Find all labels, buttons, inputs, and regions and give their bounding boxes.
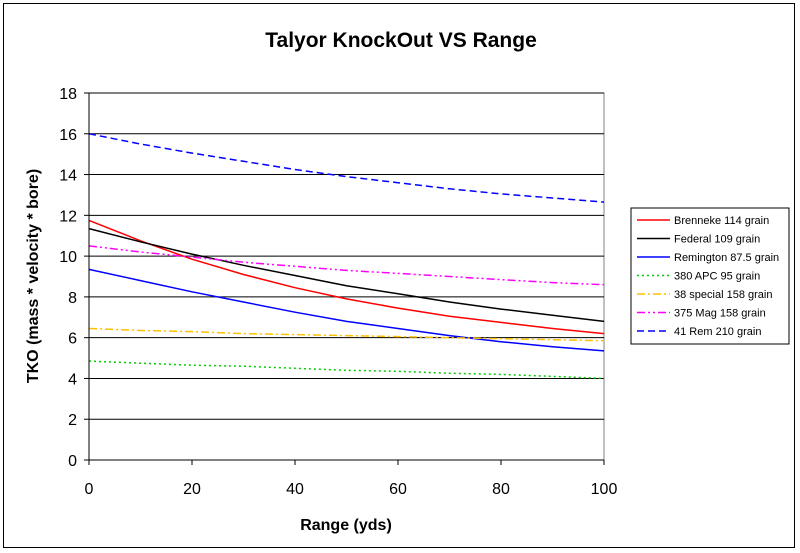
y-tick-label: 2 [68, 412, 77, 429]
series-line-7 [88, 133, 605, 203]
y-tick-label: 10 [59, 249, 77, 266]
y-tick-label: 0 [68, 453, 77, 470]
x-tick-label: 100 [591, 481, 618, 498]
x-axis-label: Range (yds) [300, 517, 392, 534]
series-line-4 [88, 360, 605, 380]
legend: Brenneke 114 grain Federal 109 grain Remin… [630, 207, 790, 345]
x-tick-label: 20 [183, 481, 201, 498]
plot-area [88, 92, 605, 461]
x-axis-ticks: 0 20 40 60 80 100 [85, 460, 618, 498]
y-tick-label: 18 [59, 86, 77, 103]
series-line-1 [88, 219, 605, 335]
y-tick-label: 12 [59, 208, 77, 225]
legend-entry: Brenneke 114 grain [674, 215, 769, 227]
y-tick-label: 8 [68, 290, 77, 307]
chart-title: Talyor KnockOut VS Range [265, 29, 537, 52]
legend-entry: 380 APC 95 grain [674, 271, 760, 283]
y-tick-label: 6 [68, 331, 77, 348]
legend-entry: Federal 109 grain [674, 234, 760, 246]
y-tick-label: 4 [68, 371, 77, 388]
series-lines [88, 133, 605, 380]
y-tick-label: 16 [59, 127, 77, 144]
x-tick-label: 40 [286, 481, 304, 498]
y-axis-ticks: 0 2 4 6 8 10 12 14 16 18 [59, 86, 89, 470]
y-axis-label: TKO (mass * velocity * bore) [25, 169, 42, 383]
series-line-2 [88, 227, 605, 323]
y-tick-label: 14 [59, 168, 77, 185]
series-line-6 [88, 245, 605, 286]
legend-entry: Remington 87.5 grain [674, 252, 779, 264]
x-tick-label: 80 [492, 481, 510, 498]
legend-entry: 38 special 158 grain [674, 289, 772, 301]
x-tick-label: 60 [389, 481, 407, 498]
legend-entry: 41 Rem 210 grain [674, 326, 761, 338]
series-line-3 [88, 268, 605, 352]
legend-entry: 375 Mag 158 grain [674, 308, 766, 320]
series-line-5 [88, 327, 605, 342]
x-tick-label: 0 [85, 481, 94, 498]
